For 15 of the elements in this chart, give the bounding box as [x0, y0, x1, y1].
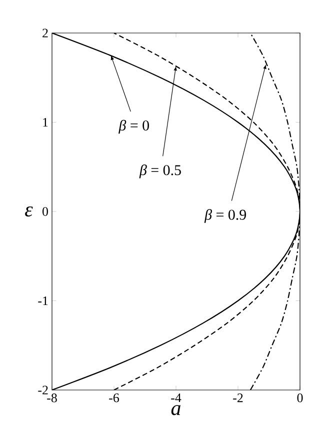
x-axis-title: a: [171, 405, 180, 416]
y-tick-label: 2: [42, 28, 48, 38]
x-tick-label: -6: [109, 394, 120, 402]
y-tick-label: -1: [38, 296, 48, 306]
y-tick-label: 0: [42, 207, 48, 216]
x-tick-label: -8: [47, 394, 57, 402]
annotation: β = 0.9: [204, 209, 246, 223]
x-tick-label: 0: [297, 394, 303, 402]
annotation: β = 0.5: [139, 164, 181, 178]
y-tick-label: 1: [43, 118, 48, 127]
annotation: β = 0: [118, 120, 149, 134]
y-tick-label: -2: [38, 386, 48, 394]
y-axis-title: ε: [25, 206, 33, 217]
x-tick-label: -2: [233, 394, 243, 402]
x-tick-label: -4: [171, 394, 182, 402]
